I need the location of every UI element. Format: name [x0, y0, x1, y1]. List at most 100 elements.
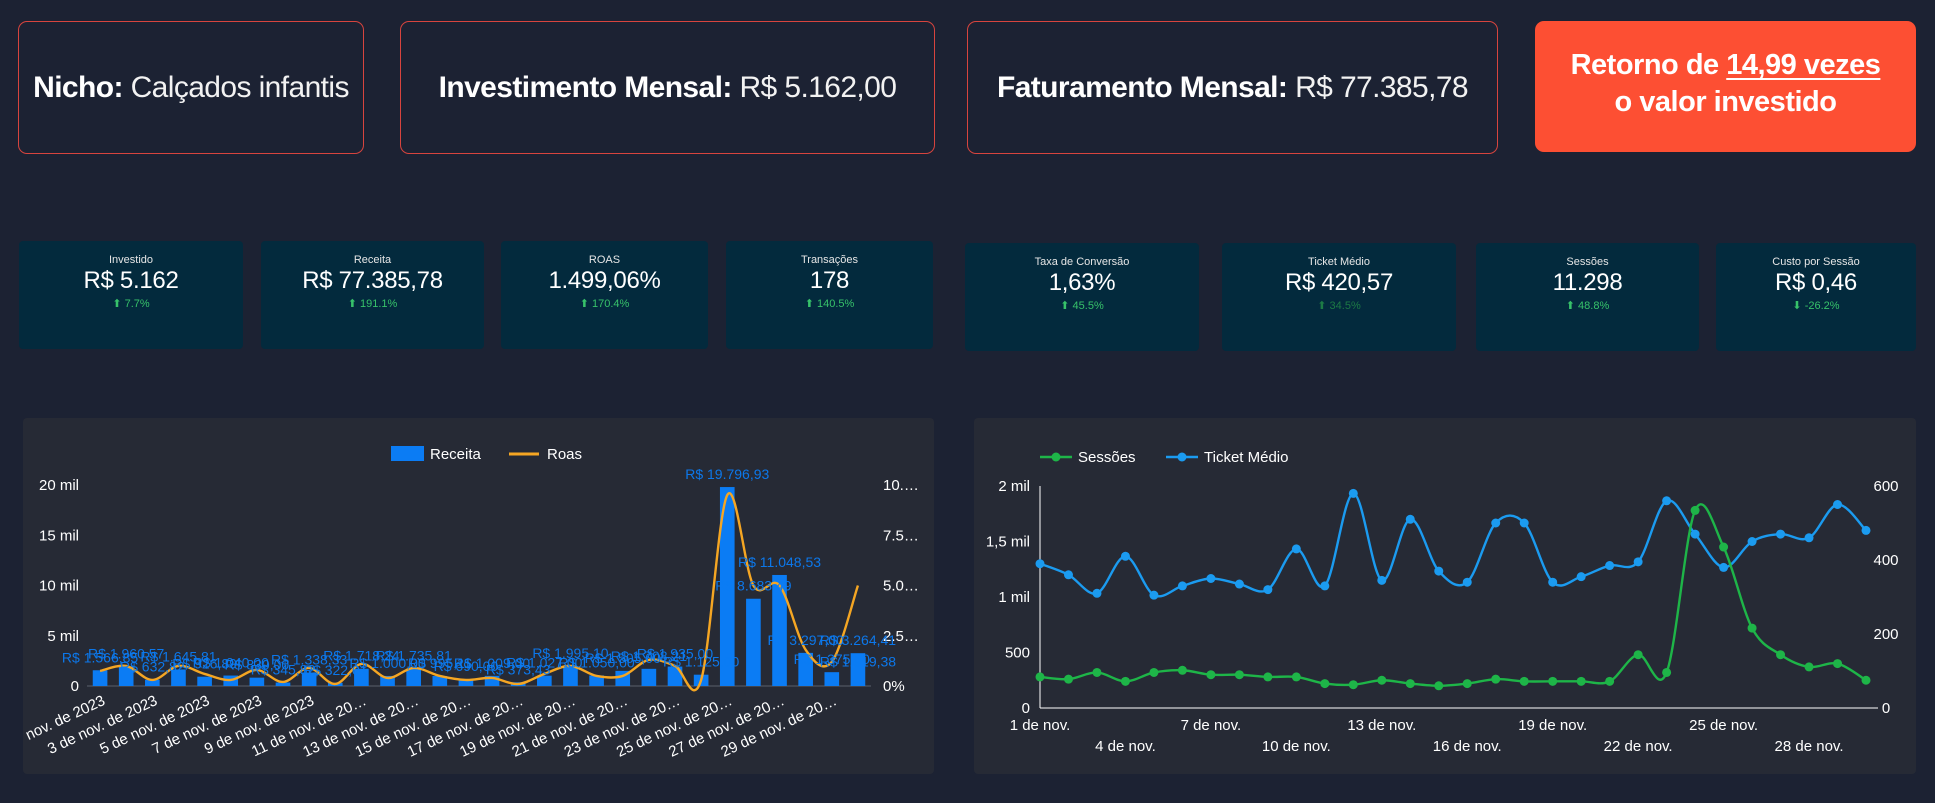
point-sessoes [1092, 667, 1102, 677]
retorno-prefix: Retorno de [1570, 49, 1727, 81]
point-sessoes [1690, 505, 1700, 515]
data-label-receita: R$ 1.995,10 [532, 645, 608, 661]
data-label-receita: R$ 322,01 [303, 662, 368, 678]
x-tick-label: 22 de nov. [1604, 738, 1673, 755]
investimento-value: R$ 5.162,00 [739, 70, 897, 104]
receita-roas-panel: Receita Roas 0 5 mil 10 mil 15 mil 20 mil 0% 2.5… [23, 418, 934, 774]
kpi-value: R$ 77.385,78 [302, 267, 443, 294]
bar-receita [798, 652, 813, 686]
bar-receita [667, 666, 683, 686]
y-right-tick-label: 200 [1873, 626, 1898, 643]
legend-label-ticket: Ticket Médio [1204, 449, 1288, 466]
point-sessoes [1719, 542, 1729, 552]
data-label-receita: R$ 1.375,00 [794, 651, 870, 667]
data-label-receita: R$ 1.000,00 [349, 655, 425, 671]
y-left-tick-label: 10 mil [39, 578, 79, 595]
legend-label-sessoes: Sessões [1078, 449, 1136, 466]
point-ticket-medio [1206, 574, 1216, 583]
bar-receita [432, 676, 448, 686]
bar-receita [719, 487, 735, 686]
point-ticket-medio [1576, 572, 1586, 582]
point-sessoes [1063, 674, 1073, 684]
kpi-delta: ⬆ 140.5% [804, 298, 855, 310]
bar-receita [458, 679, 474, 686]
x-tick-label: 16 de nov. [1433, 738, 1502, 755]
point-ticket-medio [1662, 496, 1672, 506]
data-label-receita: R$ 1.125,00 [663, 654, 739, 670]
y-right-tick-label: 0 [1882, 700, 1890, 717]
point-ticket-medio [1348, 488, 1358, 498]
point-ticket-medio [1320, 581, 1330, 591]
y-left-tick-label: 2 mil [998, 478, 1030, 495]
data-label-receita: R$ 1.040,00 [193, 655, 269, 671]
kpi-label: Taxa de Conversão [1034, 256, 1130, 268]
point-sessoes [1234, 670, 1244, 680]
point-ticket-medio [1377, 575, 1387, 585]
kpi-transacoes: Transações 178 ⬆ 140.5% [726, 241, 933, 349]
y-right-tick-label: 400 [1873, 552, 1898, 569]
point-sessoes [1405, 679, 1415, 689]
data-label-receita: R$ 1.718,24 [323, 648, 399, 664]
y-left-tick-label: 1 mil [998, 589, 1030, 606]
kpi-ticket-medio: Ticket Médio R$ 420,57 ⬆ 34.5% [1222, 243, 1456, 351]
point-sessoes [1462, 679, 1472, 689]
point-sessoes [1605, 676, 1615, 686]
data-label-receita: R$ 1.935,00 [637, 646, 713, 662]
data-label-receita: R$ 1.919,38 [820, 654, 896, 670]
nicho-value: Calçados infantis [130, 70, 350, 104]
kpi-value: R$ 5.162 [83, 267, 179, 294]
data-label-receita: R$ 1.735,81 [376, 648, 452, 664]
data-label-receita: R$ 19.796,93 [685, 466, 769, 482]
point-sessoes [1548, 676, 1558, 686]
kpi-value: R$ 420,57 [1284, 269, 1394, 296]
data-label-receita: R$ 373,43 [486, 661, 551, 677]
data-label-receita: R$ 1.505,00 [585, 650, 661, 666]
point-sessoes [1662, 667, 1672, 677]
point-ticket-medio [1063, 570, 1073, 580]
data-label-receita: R$ 1.566,85 [62, 649, 138, 665]
data-label-receita: R$ 1.027,00 [506, 655, 582, 671]
point-sessoes [1804, 662, 1814, 672]
data-label-receita: R$ 690,00 [434, 658, 499, 674]
y-left-tick-label: 1,5 mil [986, 534, 1030, 551]
bar-receita [563, 665, 578, 686]
point-ticket-medio [1035, 559, 1045, 569]
line-roas [99, 492, 860, 692]
legend-swatch-receita [391, 446, 424, 461]
y-left-tick-label: 500 [1005, 645, 1030, 662]
x-tick-label: 13 de nov. [1347, 717, 1416, 734]
x-tick-label: 25 de nov. [1689, 717, 1758, 734]
point-sessoes [1291, 672, 1301, 682]
legend-label-roas: Roas [547, 446, 582, 463]
point-ticket-medio [1291, 544, 1301, 554]
sessoes-ticket-chart: Sessões Ticket Médio 0 500 1 mil 1,5 mil 2 mil… [986, 449, 1899, 755]
x-tick-label: 4 de nov. [1095, 738, 1156, 755]
kpi-label: Receita [353, 254, 392, 266]
bar-receita [824, 672, 840, 686]
y-right-tick-label: 0% [883, 678, 905, 695]
receita-roas-chart: Receita Roas 0 5 mil 10 mil 15 mil 20 mil 0% 2.5… [23, 446, 919, 761]
data-label-receita: R$ 1.050,00 [558, 654, 634, 670]
kpi-sessoes: Sessões 11.298 ⬆ 48.8% [1476, 243, 1699, 351]
point-ticket-medio [1548, 577, 1558, 587]
retorno-suffix: o valor investido [1614, 86, 1837, 118]
point-sessoes [1633, 650, 1643, 660]
data-label-receita: R$ 1.708,21 [611, 648, 687, 664]
bar-receita [406, 668, 421, 686]
bar-receita [772, 574, 787, 686]
y-right-tick-label: 10.… [883, 477, 919, 494]
x-tick-label: 1 de nov. [1010, 717, 1071, 734]
point-ticket-medio [1861, 525, 1871, 535]
point-ticket-medio [1833, 500, 1843, 509]
kpi-delta: ⬆ 48.8% [1565, 300, 1610, 312]
bar-receita [197, 676, 212, 686]
bar-receita [275, 682, 291, 686]
point-sessoes [1519, 676, 1529, 686]
point-sessoes [1576, 676, 1586, 686]
y-right-tick-label: 2.5… [883, 628, 919, 645]
point-ticket-medio [1120, 551, 1130, 561]
sessoes-ticket-panel: Sessões Ticket Médio 0 500 1 mil 1,5 mil 2 mil… [974, 418, 1916, 774]
point-ticket-medio [1747, 537, 1757, 546]
investimento-label: Investimento Mensal: [438, 70, 733, 104]
y-right-tick-label: 7.5… [883, 527, 919, 544]
